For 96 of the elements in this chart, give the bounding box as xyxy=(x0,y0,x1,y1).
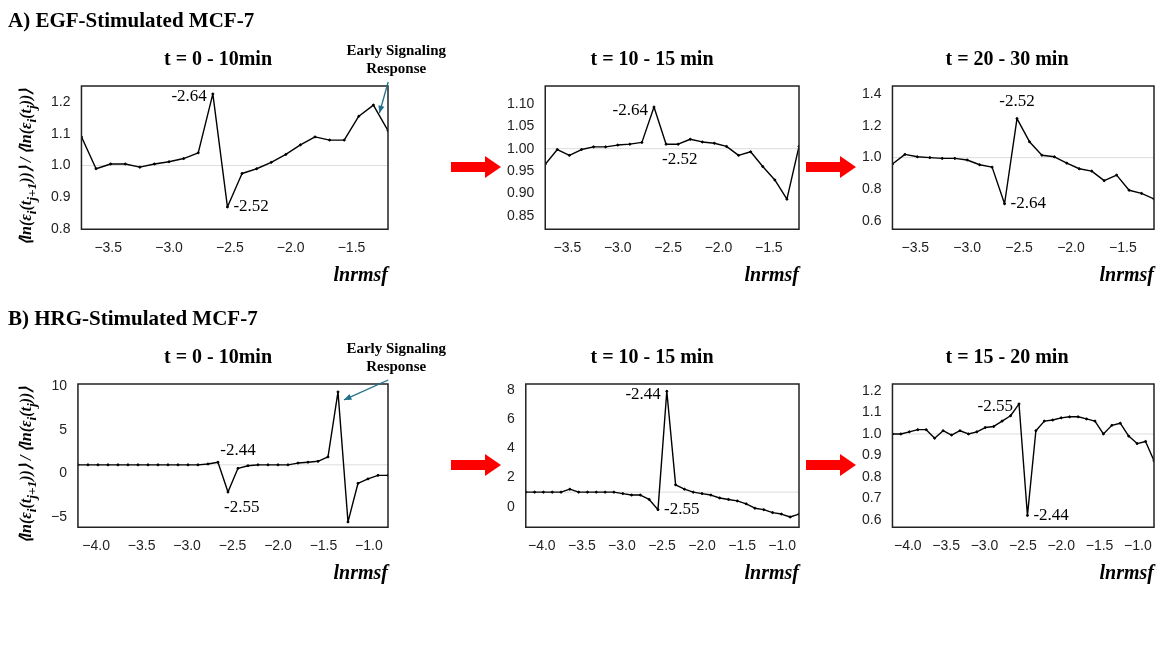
x-tick-label: −3.5 xyxy=(127,537,156,554)
x-axis-title: lnrmsf xyxy=(333,561,391,585)
x-tick-label: −2.0 xyxy=(1057,239,1085,256)
annotation: -2.44 xyxy=(1033,504,1070,524)
x-tick-label: −3.5 xyxy=(94,239,123,256)
x-tick-label: −1.5 xyxy=(309,537,338,554)
x-tick-label: −3.0 xyxy=(970,537,999,554)
x-tick-label: −2.0 xyxy=(264,537,293,554)
annotation: -2.52 xyxy=(661,149,697,169)
y-tick-label: 1.1 xyxy=(861,403,882,420)
x-tick-label: −4.0 xyxy=(82,537,111,554)
y-tick-label: 10 xyxy=(51,376,68,393)
y-tick-label: 1.1 xyxy=(50,124,71,141)
y-tick-label: 0.9 xyxy=(861,446,882,463)
y-tick-label: 0.9 xyxy=(50,188,71,205)
x-tick-label: −2.5 xyxy=(216,239,244,256)
x-axis-title: lnrmsf xyxy=(333,263,391,287)
y-tick-label: 0.8 xyxy=(861,467,882,484)
y-tick-label: 8 xyxy=(506,380,515,397)
chart-subtitle: B) HRG-Stimulated MCF-7 xyxy=(8,306,259,332)
annotation: Early Signaling Response xyxy=(346,340,447,375)
x-tick-label: −4.0 xyxy=(893,537,922,554)
annotation: -2.64 xyxy=(1010,193,1047,213)
annotation: Early Signaling Response xyxy=(346,42,447,77)
x-axis-title: lnrmsf xyxy=(1099,263,1157,287)
x-tick-label: −1.0 xyxy=(767,537,796,554)
y-tick-label: 0.8 xyxy=(50,220,71,237)
chart-title: t = 0 - 10min xyxy=(163,47,273,70)
x-tick-label: −2.0 xyxy=(1047,537,1076,554)
x-tick-label: −3.0 xyxy=(607,537,636,554)
chart-title: t = 20 - 30 min xyxy=(945,47,1069,70)
x-tick-label: −3.5 xyxy=(932,537,961,554)
x-tick-label: −1.5 xyxy=(1109,239,1137,256)
y-tick-label: 0 xyxy=(59,464,68,481)
x-tick-label: −1.5 xyxy=(727,537,756,554)
x-tick-label: −3.5 xyxy=(553,239,581,256)
y-tick-label: 0.6 xyxy=(861,510,882,527)
y-tick-label: 0.8 xyxy=(861,180,882,197)
y-tick-label: 1.2 xyxy=(50,92,71,109)
y-tick-label: 4 xyxy=(506,439,515,456)
x-tick-label: −2.5 xyxy=(653,239,682,256)
y-tick-label: 0.7 xyxy=(861,489,882,506)
x-tick-label: −3.5 xyxy=(901,239,930,256)
x-tick-label: −4.0 xyxy=(527,537,556,554)
annotation: -2.55 xyxy=(663,499,699,519)
y-tick-label: 0.85 xyxy=(506,206,534,223)
x-tick-label: −2.0 xyxy=(704,239,732,256)
x-tick-label: −3.0 xyxy=(953,239,982,256)
x-tick-label: −3.0 xyxy=(603,239,632,256)
annotation: -2.64 xyxy=(612,99,648,119)
y-tick-label: 1.2 xyxy=(861,381,882,398)
annotation: -2.44 xyxy=(220,440,257,460)
x-tick-label: −2.0 xyxy=(276,239,305,256)
y-tick-label: 0.6 xyxy=(861,212,882,229)
annotation: -2.52 xyxy=(233,196,269,216)
y-tick-label: 2 xyxy=(506,468,515,485)
y-tick-label: 0.90 xyxy=(506,184,534,201)
x-tick-label: −1.5 xyxy=(1085,537,1114,554)
x-axis-title: lnrmsf xyxy=(744,561,801,585)
y-tick-label: 1.0 xyxy=(861,148,882,165)
y-tick-label: 1.00 xyxy=(506,139,534,156)
y-tick-label: 0.95 xyxy=(506,161,534,178)
x-axis-title: lnrmsf xyxy=(744,263,801,287)
x-axis-title: lnrmsf xyxy=(1099,561,1157,585)
x-tick-label: −3.0 xyxy=(173,537,202,554)
chart-title: t = 10 - 15 min xyxy=(589,345,714,368)
chart-title: t = 15 - 20 min xyxy=(945,345,1069,368)
y-tick-label: 1.0 xyxy=(861,424,882,441)
y-tick-label: 1.10 xyxy=(506,94,534,111)
y-tick-label: 5 xyxy=(59,420,68,437)
y-tick-label: 0 xyxy=(506,497,515,514)
x-tick-label: −1.0 xyxy=(355,537,383,554)
y-tick-label: 1.2 xyxy=(861,116,882,133)
x-tick-label: −2.0 xyxy=(687,537,716,554)
y-tick-label: 1.0 xyxy=(50,156,71,173)
annotation: -2.55 xyxy=(977,396,1014,416)
chart-title: t = 10 - 15 min xyxy=(589,47,714,70)
y-tick-label: 6 xyxy=(506,409,515,426)
x-tick-label: −2.5 xyxy=(647,537,676,554)
y-tick-label: −5 xyxy=(50,508,68,525)
annotation: -2.55 xyxy=(223,497,260,517)
x-tick-label: −3.0 xyxy=(155,239,184,256)
annotation: -2.52 xyxy=(999,90,1035,110)
annotation: -2.64 xyxy=(171,86,208,106)
x-tick-label: −2.5 xyxy=(218,537,247,554)
chart-title: t = 0 - 10min xyxy=(163,345,273,368)
annotation: -2.44 xyxy=(624,383,661,403)
y-tick-label: 1.05 xyxy=(506,117,534,134)
x-tick-label: −2.5 xyxy=(1009,537,1037,554)
x-tick-label: −1.5 xyxy=(337,239,366,256)
chart-subtitle: A) EGF-Stimulated MCF-7 xyxy=(8,8,256,34)
x-tick-label: −2.5 xyxy=(1005,239,1034,256)
y-tick-label: 1.4 xyxy=(861,84,882,101)
x-tick-label: −3.5 xyxy=(567,537,596,554)
x-tick-label: −1.5 xyxy=(754,239,783,256)
x-tick-label: −1.0 xyxy=(1124,537,1152,554)
